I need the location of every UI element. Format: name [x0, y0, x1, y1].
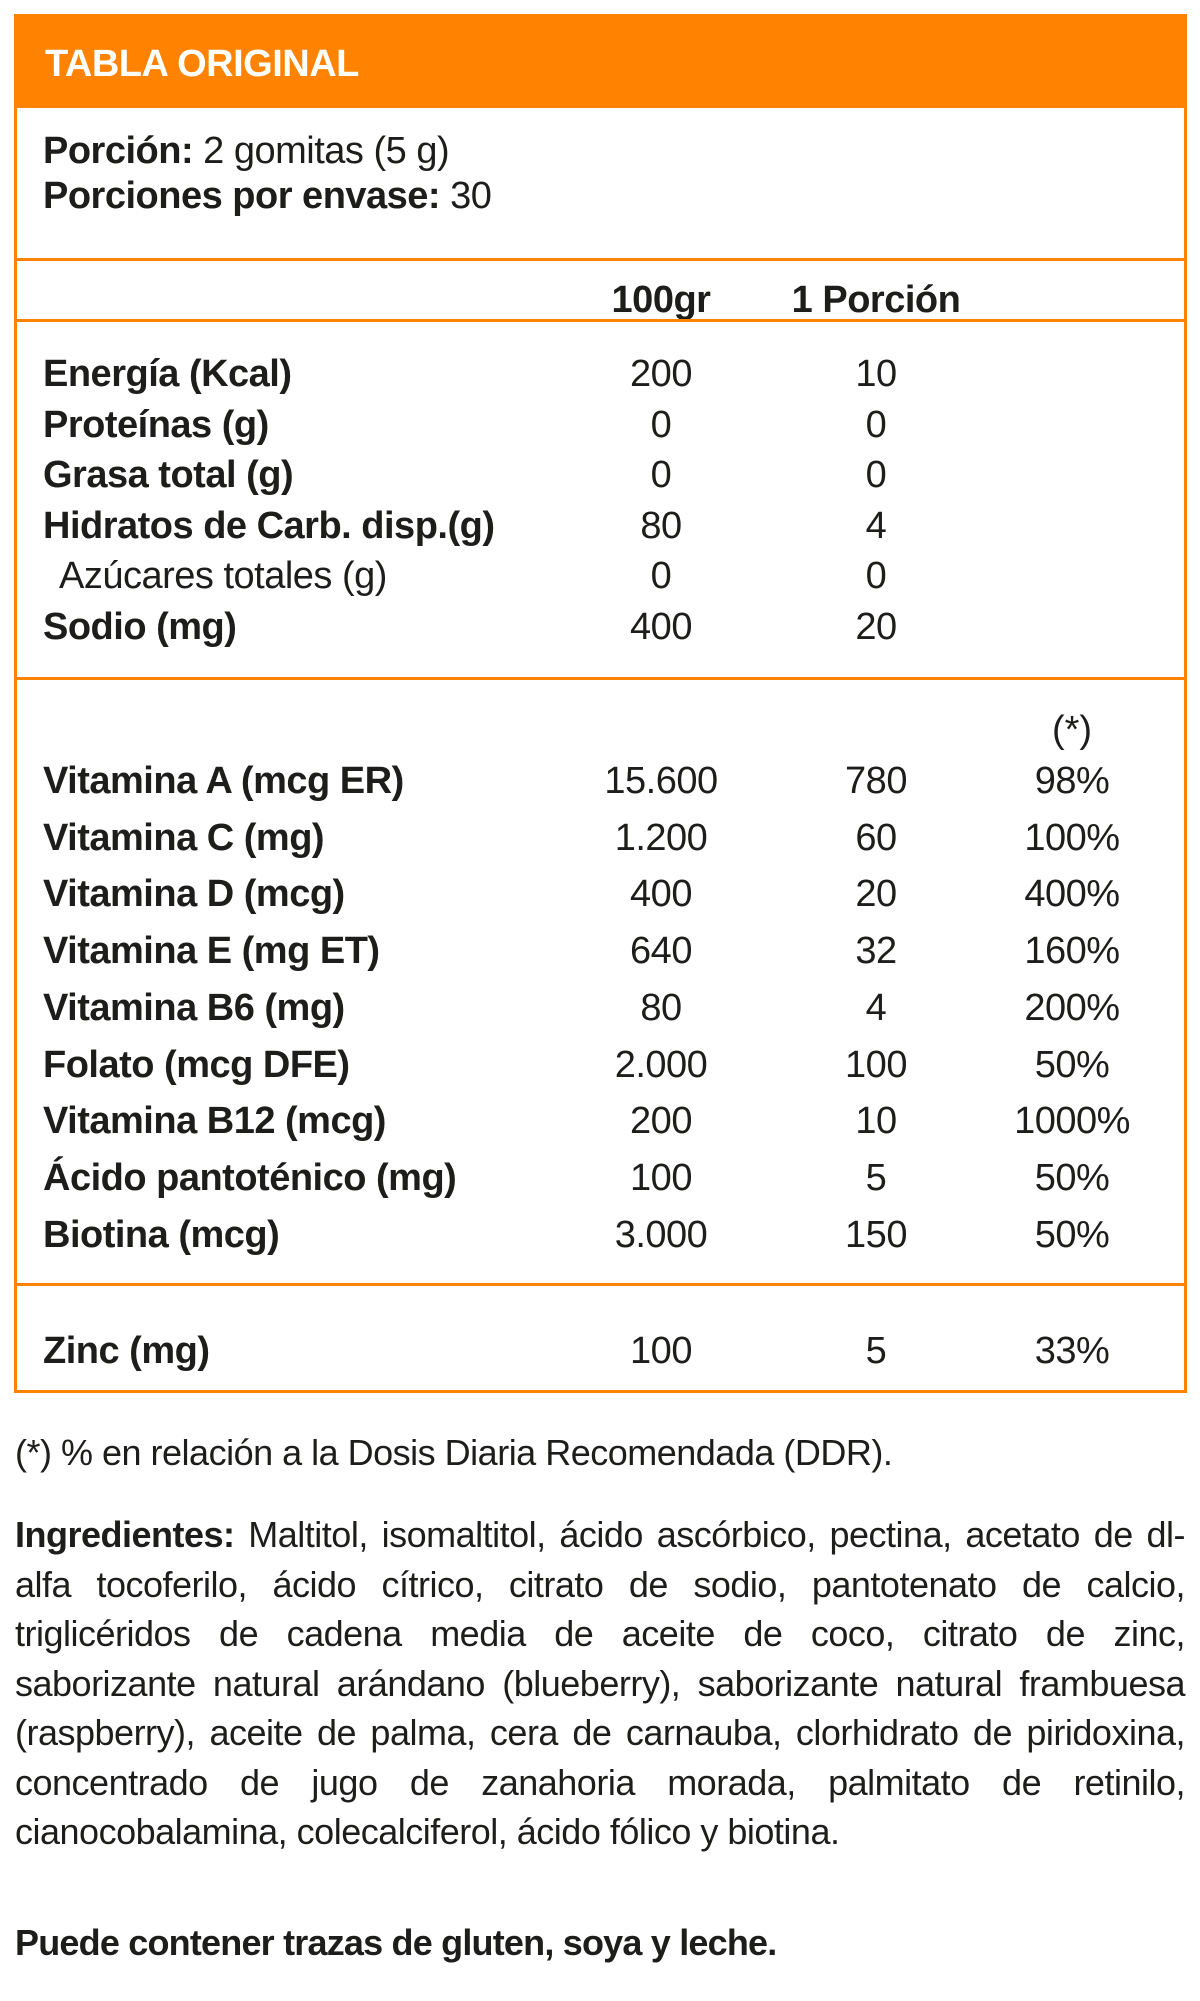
column-header-portion: 1 Porción	[791, 279, 961, 321]
value-per-100g: 0	[650, 403, 672, 446]
daily-value-percent: 98%	[1034, 760, 1110, 802]
value-per-portion: 20	[855, 873, 897, 916]
servings-per-container-value: 30	[440, 175, 492, 217]
value-per-portion: 0	[865, 555, 887, 597]
nutrient-label: Vitamina A (mcg ER)	[43, 760, 404, 802]
ingredients-paragraph: Ingredientes: Maltitol, isomaltitol, áci…	[15, 1510, 1186, 1857]
ingredients-text: Maltitol, isomaltitol, ácido ascórbico, …	[15, 1514, 1186, 1852]
value-per-100g: 2.000	[614, 1043, 708, 1086]
table-row: Vitamina E (mg ET) 640 32 160%	[17, 930, 1184, 980]
value-per-100g: 200	[630, 1100, 692, 1143]
nutrient-label: Energía (Kcal)	[43, 353, 292, 395]
daily-value-percent: 200%	[1024, 986, 1120, 1029]
value-per-portion: 0	[865, 454, 887, 496]
daily-value-percent: 50%	[1034, 1213, 1110, 1256]
value-per-portion: 4	[865, 504, 887, 547]
value-per-100g: 400	[630, 605, 692, 648]
nutrient-label: Proteínas (g)	[43, 403, 269, 446]
table-row: Folato (mcg DFE) 2.000 100 50%	[17, 1044, 1184, 1094]
allergen-warning: Puede contener trazas de gluten, soya y …	[15, 1922, 777, 1963]
value-per-100g: 0	[650, 555, 672, 597]
nutrient-label: Vitamina D (mcg)	[43, 873, 345, 916]
table-row: Grasa total (g) 0 0	[17, 454, 1184, 504]
value-per-100g: 640	[630, 930, 692, 973]
value-per-100g: 1.200	[614, 816, 708, 859]
table-row: Azúcares totales (g) 0 0	[17, 555, 1184, 605]
value-per-portion: 5	[865, 1156, 887, 1199]
daily-value-percent: 160%	[1024, 930, 1120, 973]
nutrient-label: Vitamina E (mg ET)	[43, 930, 380, 973]
value-per-portion: 4	[865, 986, 887, 1029]
table-row: Vitamina A (mcg ER) 15.600 780 98%	[17, 760, 1184, 810]
value-per-portion: 20	[855, 605, 897, 648]
serving-size-value: 2 gomitas (5 g)	[193, 130, 450, 172]
nutrient-label: Hidratos de Carb. disp.(g)	[43, 504, 495, 547]
value-per-portion: 5	[865, 1330, 887, 1372]
value-per-portion: 10	[855, 1100, 897, 1143]
nutrient-label: Sodio (mg)	[43, 605, 237, 648]
nutrient-label: Ácido pantoténico (mg)	[43, 1156, 457, 1199]
table-row: Zinc (mg) 100 5 33%	[17, 1330, 1184, 1380]
value-per-100g: 15.600	[604, 760, 718, 802]
value-per-portion: 32	[855, 930, 897, 973]
table-row: Ácido pantoténico (mg) 100 5 50%	[17, 1157, 1184, 1207]
nutrient-label: Azúcares totales (g)	[59, 555, 387, 597]
table-row: Biotina (mcg) 3.000 150 50%	[17, 1214, 1184, 1264]
daily-value-percent: 50%	[1034, 1156, 1110, 1199]
nutrient-label: Zinc (mg)	[43, 1330, 210, 1372]
table-row: Sodio (mg) 400 20	[17, 606, 1184, 656]
value-per-portion: 780	[845, 760, 907, 802]
value-per-100g: 100	[630, 1330, 692, 1372]
nutrient-label: Vitamina B12 (mcg)	[43, 1100, 386, 1143]
table-title: TABLA ORIGINAL	[45, 43, 359, 85]
nutrient-label: Vitamina B6 (mg)	[43, 986, 345, 1029]
daily-value-percent: 33%	[1034, 1330, 1110, 1372]
daily-value-percent: 50%	[1034, 1043, 1110, 1086]
table-row: Vitamina B12 (mcg) 200 10 1000%	[17, 1100, 1184, 1150]
serving-size: Porción: 2 gomitas (5 g)	[43, 130, 450, 173]
value-per-100g: 80	[640, 986, 682, 1029]
divider	[17, 1283, 1184, 1286]
table-row: Vitamina D (mcg) 400 20 400%	[17, 873, 1184, 923]
value-per-portion: 100	[845, 1043, 907, 1086]
nutrient-label: Grasa total (g)	[43, 454, 294, 496]
value-per-100g: 100	[630, 1156, 692, 1199]
value-per-portion: 10	[855, 353, 897, 395]
daily-value-marker: (*)	[1051, 709, 1093, 751]
column-header-100g: 100gr	[611, 279, 711, 321]
value-per-100g: 80	[640, 504, 682, 547]
value-per-portion: 0	[865, 403, 887, 446]
table-header: TABLA ORIGINAL	[17, 17, 1184, 108]
divider	[17, 677, 1184, 680]
serving-size-label: Porción:	[43, 130, 194, 172]
table-row: Vitamina B6 (mg) 80 4 200%	[17, 987, 1184, 1037]
value-per-100g: 3.000	[614, 1213, 708, 1256]
daily-value-percent: 400%	[1024, 873, 1120, 916]
divider	[17, 319, 1184, 322]
table-row: Vitamina C (mg) 1.200 60 100%	[17, 817, 1184, 867]
divider	[17, 258, 1184, 261]
table-row: Hidratos de Carb. disp.(g) 80 4	[17, 505, 1184, 555]
daily-value-percent: 100%	[1024, 816, 1120, 859]
table-row: Proteínas (g) 0 0	[17, 404, 1184, 454]
nutrition-table: TABLA ORIGINAL Porción: 2 gomitas (5 g) …	[14, 14, 1187, 1393]
nutrient-label: Biotina (mcg)	[43, 1213, 280, 1256]
servings-per-container: Porciones por envase: 30	[43, 175, 492, 218]
ingredients-label: Ingredientes:	[15, 1514, 235, 1555]
table-row: Energía (Kcal) 200 10	[17, 353, 1184, 403]
nutrient-label: Folato (mcg DFE)	[43, 1043, 350, 1086]
value-per-portion: 60	[855, 816, 897, 859]
value-per-portion: 150	[845, 1213, 907, 1256]
nutrient-label: Vitamina C (mg)	[43, 816, 325, 859]
value-per-100g: 0	[650, 454, 672, 496]
servings-per-container-label: Porciones por envase:	[43, 175, 441, 217]
daily-value-footnote: (*) % en relación a la Dosis Diaria Reco…	[15, 1432, 893, 1473]
value-per-100g: 200	[630, 353, 692, 395]
daily-value-percent: 1000%	[1014, 1100, 1130, 1143]
value-per-100g: 400	[630, 873, 692, 916]
